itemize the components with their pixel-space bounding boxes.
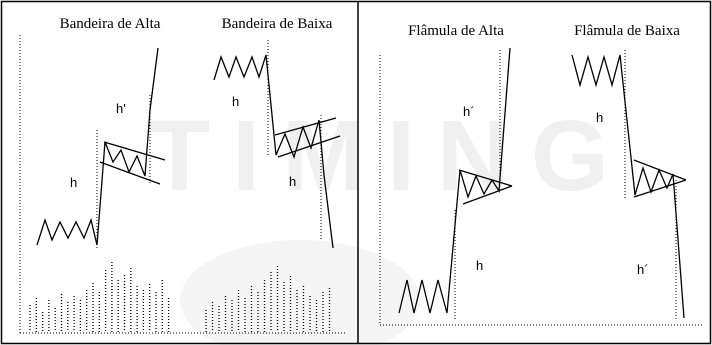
bull-pennant-h-prime-label: h´ [463, 104, 475, 119]
bear-flag-price-line [213, 54, 334, 249]
bull-flag-h-prime-label: h' [116, 101, 126, 116]
bull-flag-upper-channel [103, 141, 166, 161]
bull-flag-price-line [36, 47, 159, 246]
bear-pennant-upper-line [633, 159, 687, 181]
title-flamula-baixa: Flâmula de Baixa [574, 23, 680, 39]
bear-pennant-price-line [571, 54, 685, 319]
title-bandeira-baixa: Bandeira de Baixa [222, 16, 333, 32]
bear-pennant-lower-line [633, 179, 687, 198]
bull-flag-h-label: h [70, 175, 77, 190]
bear-flag-lower-channel [277, 135, 341, 158]
bull-pennant-h-label: h [476, 258, 483, 273]
bear-pennant-pattern [571, 54, 687, 319]
bull-pennant-price-line [398, 47, 511, 314]
bear-pennant-h-label: h [596, 110, 603, 125]
title-bandeira-alta: Bandeira de Alta [60, 16, 161, 32]
bull-pennant-upper-line [458, 169, 513, 187]
right-panel-axes [379, 55, 704, 326]
bear-flag-h-label-2: h [289, 174, 296, 189]
bear-flag-h-label: h [232, 94, 239, 109]
bear-pennant-h-prime-label: h´ [637, 262, 649, 277]
bull-pennant-pattern [398, 47, 513, 314]
watermark-text: TIMING [149, 100, 631, 212]
volume-bars-alta [29, 262, 170, 332]
bull-pennant-lower-line [462, 185, 513, 205]
title-flamula-alta: Flâmula de Alta [408, 23, 504, 39]
left-panel-axes [19, 35, 347, 334]
volume-bars-baixa [205, 266, 331, 332]
bear-flag-pattern [213, 54, 341, 249]
bull-flag-lower-channel [99, 161, 161, 185]
bull-flag-pattern [36, 47, 166, 246]
watermark-swoosh [180, 240, 420, 345]
bear-flag-upper-channel [274, 117, 337, 136]
